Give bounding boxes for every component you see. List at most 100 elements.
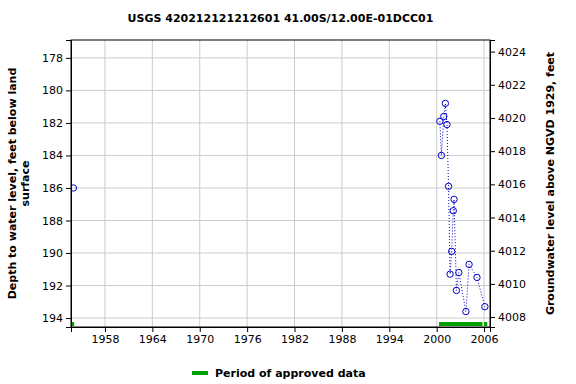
grid-line-x — [152, 40, 153, 327]
data-point — [453, 287, 459, 293]
tick: 1958 — [91, 327, 119, 346]
tick-mark — [66, 286, 71, 287]
marks — [71, 100, 488, 326]
tick-mark — [152, 327, 153, 332]
grid-line-y — [71, 90, 490, 91]
grid-line-x — [199, 40, 200, 327]
x-axis: 195819641970197619821988199420002006 — [72, 327, 499, 346]
tick-mark — [490, 317, 495, 318]
tick-mark — [490, 118, 495, 119]
grid-line-y — [71, 220, 490, 221]
tick-mark — [105, 327, 106, 332]
data-point — [438, 152, 444, 158]
tick-label: 186 — [42, 182, 63, 195]
legend: Period of approved data — [192, 367, 366, 380]
tick: 1964 — [139, 327, 167, 346]
axis-line — [491, 41, 496, 328]
title: USGS 420212121212601 41.00S/12.00E-01DCC… — [128, 12, 434, 25]
tick-mark — [200, 327, 201, 332]
grid-line-y — [71, 187, 490, 188]
tick-label: 1970 — [186, 333, 214, 346]
tick-mark — [66, 58, 71, 59]
data-point — [474, 274, 480, 280]
tick-mark — [490, 151, 495, 152]
tick: 4012 — [490, 245, 526, 258]
tick: 1976 — [234, 327, 262, 346]
grid-line-x — [436, 40, 437, 327]
grid-line-y — [71, 318, 490, 319]
tick-label: 192 — [42, 280, 63, 293]
tick-mark — [490, 251, 495, 252]
tick-label: 1994 — [376, 333, 404, 346]
data-point — [451, 196, 457, 202]
tick: 4016 — [490, 178, 526, 191]
tick: 192 — [42, 280, 71, 293]
tick: 178 — [42, 52, 71, 65]
tick-mark — [247, 327, 248, 332]
tick-label: 188 — [42, 215, 63, 228]
grid-line-y — [71, 253, 490, 254]
tick: 184 — [42, 149, 71, 162]
tick-label: 4016 — [498, 178, 526, 191]
grid-line-x — [247, 40, 248, 327]
plot-background — [71, 40, 490, 327]
data-point — [482, 303, 488, 309]
grid-line-x — [484, 40, 485, 327]
tick-mark — [389, 327, 390, 332]
y-axis-label-line: Depth to water level, feet below land — [6, 68, 19, 300]
tick: 1994 — [376, 327, 404, 346]
tick-label: 4012 — [498, 245, 526, 258]
tick-mark — [66, 188, 71, 189]
tick-label: 182 — [42, 117, 63, 130]
tick-label: 1976 — [234, 333, 262, 346]
tick-label: 4008 — [498, 311, 526, 324]
legend-label: Period of approved data — [215, 367, 366, 380]
tick-mark — [66, 253, 71, 254]
tick-label: 2006 — [471, 333, 499, 346]
legend-swatch — [192, 371, 208, 375]
tick-mark — [490, 184, 495, 185]
tick: 2000 — [423, 327, 451, 346]
tick-mark — [66, 155, 71, 156]
tick-label: 4020 — [498, 112, 526, 125]
grid — [71, 40, 490, 327]
tick: 4020 — [490, 112, 526, 125]
tick-label: 4014 — [498, 212, 526, 225]
tick-label: 180 — [42, 84, 63, 97]
tick-label: 4024 — [498, 46, 526, 59]
tick: 182 — [42, 117, 71, 130]
tick-label: 4022 — [498, 79, 526, 92]
axis-line — [72, 328, 491, 333]
data-point — [447, 271, 453, 277]
tick-label: 4010 — [498, 278, 526, 291]
tick-label: 2000 — [423, 333, 451, 346]
tick-mark — [490, 284, 495, 285]
approved-period — [484, 322, 487, 326]
tick-label: 184 — [42, 149, 63, 162]
tick-mark — [484, 327, 485, 332]
tick: 190 — [42, 247, 71, 260]
tick-mark — [66, 318, 71, 319]
tick-mark — [437, 327, 438, 332]
tick-label: 190 — [42, 247, 63, 260]
tick-label: 194 — [42, 312, 63, 325]
y2-axis-label: Groundwater level above NGVD 1929, feet — [544, 52, 557, 315]
tick: 194 — [42, 312, 71, 325]
grid-line-y — [71, 57, 490, 58]
tick-label: 1958 — [91, 333, 119, 346]
chart: 1958196419701976198219881994200020061781… — [0, 0, 576, 384]
tick-mark — [342, 327, 343, 332]
y-axis-label-line: surface — [19, 161, 32, 207]
data-point — [456, 269, 462, 275]
data-point — [442, 100, 448, 106]
tick: 188 — [42, 215, 71, 228]
plot-frame — [71, 40, 490, 327]
data-point — [450, 208, 456, 214]
axis-line — [66, 41, 72, 328]
grid-line-y — [71, 285, 490, 286]
tick: 4022 — [490, 79, 526, 92]
approved-period — [72, 322, 74, 326]
series-line — [440, 103, 485, 311]
tick-mark — [490, 85, 495, 86]
grid-line-y — [71, 155, 490, 156]
